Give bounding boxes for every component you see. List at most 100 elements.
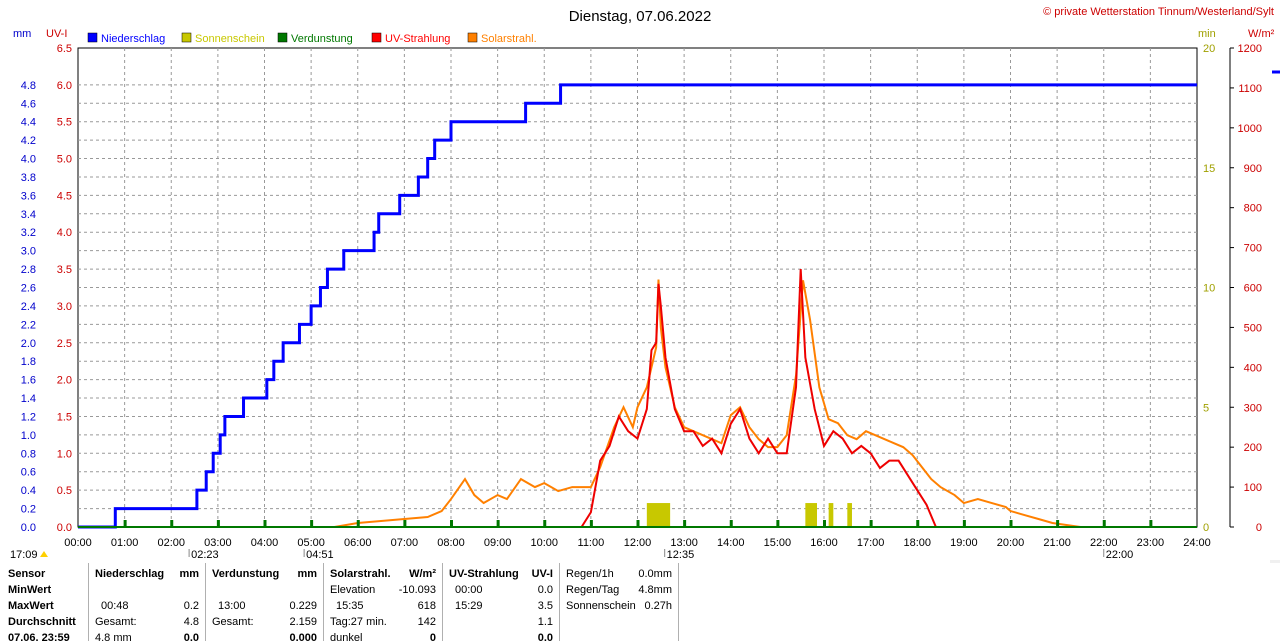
evaporation-marker <box>1056 520 1060 527</box>
niederschlag-avg-label: Gesamt: <box>95 616 137 628</box>
annotation-time-label: 02:23 <box>191 549 219 561</box>
niederschlag-last-label: 4.8 mm <box>95 632 132 644</box>
solar-last-label: dunkel <box>330 632 363 644</box>
tick-label-uv: 0.0 <box>57 522 72 534</box>
left-outer-axis: 0.0 0.2 0.4 0.6 0.8 1.0 1.2 1.4 1.6 1.8 2.0 2.2 2.4 2… <box>21 80 36 534</box>
verdunstung-max-time: 13:00 <box>218 600 246 612</box>
tick-label-time: 23:00 <box>1137 537 1165 549</box>
tick-label-mm: 3.4 <box>21 209 36 221</box>
tick-label-time: 13:00 <box>670 537 698 549</box>
stats-col-solar: Solarstrahl. W/m² Elevation -10.093 15:3… <box>323 563 442 644</box>
evaporation-marker <box>543 520 547 527</box>
copyright-note: © private Wetterstation Tinnum/Westerlan… <box>1043 6 1274 18</box>
tick-label-wm2: 1100 <box>1238 83 1262 95</box>
tick-label-mm: 1.4 <box>21 393 36 405</box>
tick-label-min: 15 <box>1203 163 1215 175</box>
solar-max-time: 15:35 <box>336 600 364 612</box>
right-outer-axis: 0 100 200 300 400 500 600 700 800 900 1000 1100 1200 <box>1230 43 1262 534</box>
tick-label-mm: 4.4 <box>21 117 36 129</box>
uv-max-time: 15:29 <box>455 600 483 612</box>
stats-col-extra: Regen/1h 0.0mm Regen/Tag 4.8mm Sonnensch… <box>559 563 679 641</box>
extra-regen-1h-value: 0.0mm <box>638 568 672 580</box>
tick-label-min: 20 <box>1203 43 1215 55</box>
verdunstung-avg-value: 2.159 <box>289 616 317 628</box>
tick-label-uv: 2.5 <box>57 338 72 350</box>
tick-label-time: 08:00 <box>437 537 465 549</box>
extra-sonnenschein-value: 0.27h <box>644 600 672 612</box>
tick-label-mm: 0.4 <box>21 485 36 497</box>
extra-regen-1h-label: Regen/1h <box>566 568 614 580</box>
x-axis: 00:00 01:00 02:00 03:00 04:00 05:00 06:00 07:00… <box>64 537 1211 549</box>
tick-label-time: 07:00 <box>391 537 419 549</box>
niederschlag-header: Niederschlag <box>95 568 165 580</box>
tick-label-mm: 1.8 <box>21 356 36 368</box>
evaporation-marker <box>776 520 780 527</box>
tick-label-wm2: 500 <box>1244 322 1262 334</box>
tick-label-wm2: 900 <box>1244 163 1262 175</box>
evaporation-marker <box>869 520 873 527</box>
extra-sonnenschein-label: Sonnenschein <box>566 600 636 612</box>
weather-chart: Dienstag, 07.06.2022 © private Wettersta… <box>10 6 1280 563</box>
stats-col-niederschlag: Niederschlag mm 00:48 0.2 Gesamt: 4.8 4.… <box>88 563 205 644</box>
stats-row-last: 07.06. 23:59 <box>8 632 70 644</box>
evaporation-marker <box>1102 520 1106 527</box>
evaporation-marker <box>123 520 127 527</box>
solar-last-value: 0 <box>429 632 436 644</box>
tick-label-time: 06:00 <box>344 537 372 549</box>
scrollbar-track[interactable] <box>1270 560 1280 563</box>
tick-label-mm: 0.8 <box>21 448 36 460</box>
evaporation-marker <box>403 520 407 527</box>
evaporation-marker <box>729 520 733 527</box>
niederschlag-series-line <box>78 83 1197 529</box>
evaporation-marker <box>263 520 267 527</box>
tick-label-mm: 3.2 <box>21 227 36 239</box>
tick-label-mm: 4.8 <box>21 80 36 92</box>
tick-label-wm2: 1200 <box>1238 43 1262 55</box>
uv-header: UV-Strahlung <box>449 568 519 580</box>
tick-label-min: 10 <box>1203 283 1215 295</box>
legend-label-4: Solarstrahl. <box>481 33 537 45</box>
evaporation-marker <box>1009 520 1013 527</box>
tick-label-uv: 3.0 <box>57 301 72 313</box>
solar-header: Solarstrahl. <box>330 568 391 580</box>
uv-min-time: 00:00 <box>455 584 483 596</box>
tick-label-mm: 4.0 <box>21 154 36 166</box>
tick-label-time: 19:00 <box>950 537 978 549</box>
tick-label-time: 05:00 <box>297 537 325 549</box>
stats-row-max: MaxWert <box>8 600 54 612</box>
uv-avg-value: 1.1 <box>537 616 553 628</box>
evaporation-marker <box>310 520 314 527</box>
tick-label-mm: 1.2 <box>21 411 36 423</box>
tick-label-wm2: 400 <box>1244 362 1262 374</box>
tick-label-wm2: 300 <box>1244 402 1262 414</box>
tick-label-mm: 2.8 <box>21 264 36 276</box>
evaporation-marker <box>216 520 220 527</box>
tick-label-uv: 3.5 <box>57 264 72 276</box>
tick-label-wm2: 800 <box>1244 203 1262 215</box>
stats-row-avg: Durchschnitt <box>8 616 76 628</box>
tick-label-uv: 2.0 <box>57 375 72 387</box>
tick-label-time: 18:00 <box>903 537 931 549</box>
axis-unit-mm: mm <box>13 28 31 40</box>
axis-unit-min: min <box>1198 28 1216 40</box>
tick-label-uv: 4.0 <box>57 227 72 239</box>
verdunstung-max-value: 0.229 <box>289 600 317 612</box>
time-annotations: 17:09 02:23 04:51 12:35 22:00 <box>10 549 1133 561</box>
tick-label-mm: 3.0 <box>21 246 36 258</box>
tick-label-mm: 1.6 <box>21 375 36 387</box>
solar-unit: W/m² <box>409 568 436 580</box>
tick-label-mm: 4.2 <box>21 135 36 147</box>
tick-label-wm2: 100 <box>1244 482 1262 494</box>
solar-series-line <box>334 279 1081 528</box>
stats-sensor-header: Sensor <box>8 568 46 580</box>
tick-label-time: 24:00 <box>1183 537 1211 549</box>
annotation-time-label: 17:09 <box>10 549 38 561</box>
tick-label-wm2: 1000 <box>1238 123 1262 135</box>
right-inner-axis: 0 5 10 15 20 <box>1203 43 1215 534</box>
uv-min-value: 0.0 <box>537 584 553 596</box>
solar-avg-label: Tag:27 min. <box>330 616 387 628</box>
niederschlag-max-value: 0.2 <box>183 600 199 612</box>
tick-label-mm: 0.2 <box>21 504 36 516</box>
legend: Niederschlag Sonnenschein Verdunstung UV-St… <box>87 32 537 45</box>
tick-label-uv: 1.5 <box>57 411 72 423</box>
